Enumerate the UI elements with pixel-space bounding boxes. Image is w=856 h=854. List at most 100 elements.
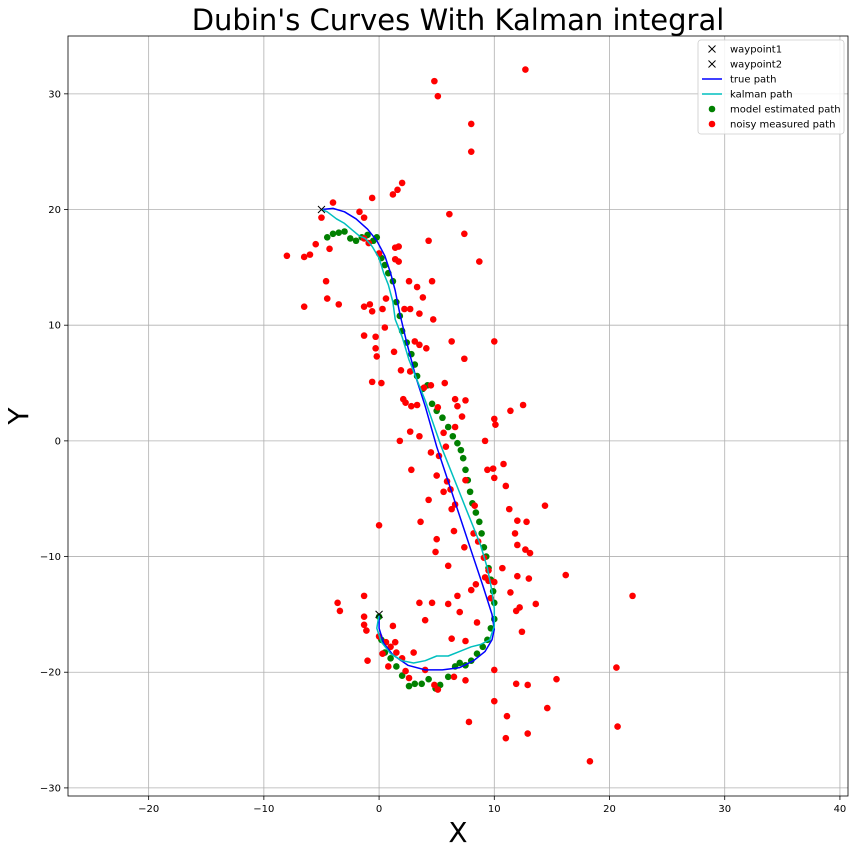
noisy-measured-path-point	[401, 305, 408, 313]
noisy-measured-path-point	[300, 303, 308, 310]
model-estimated-path-point	[473, 650, 481, 658]
noisy-measured-path-point	[522, 546, 529, 553]
model-estimated-path-point	[478, 530, 485, 537]
noisy-measured-path-point	[373, 353, 381, 360]
legend-label-kalman-path: kalman path	[730, 90, 793, 101]
noisy-measured-path-point	[300, 253, 308, 261]
legend-label-true-path: true path	[730, 75, 776, 86]
noisy-measured-path-point	[499, 564, 506, 572]
x-tick-label: −20	[138, 804, 159, 815]
x-marker-stroke	[708, 60, 716, 68]
noisy-measured-path-point	[387, 643, 394, 651]
y-tick-label: −30	[40, 783, 61, 794]
noisy-measured-path-point	[398, 179, 406, 187]
noisy-measured-path-point	[523, 518, 530, 526]
legend-label-waypoint2: waypoint2	[730, 60, 782, 71]
plot-frame	[67, 35, 849, 797]
noisy-measured-path-point	[502, 734, 510, 742]
noisy-measured-path-point	[629, 592, 636, 600]
noisy-measured-path-point	[484, 466, 491, 474]
y-tick-label: 0	[55, 436, 61, 447]
noisy-measured-path-point	[335, 301, 343, 308]
noisy-measured-path-point	[441, 379, 449, 387]
noisy-measured-path-point	[490, 578, 498, 586]
noisy-measured-path-point	[402, 399, 409, 406]
noisy-measured-path-point	[444, 562, 452, 570]
noisy-measured-path-point	[471, 502, 479, 509]
model-estimated-path-point	[472, 509, 480, 516]
noisy-measured-path-point	[432, 548, 439, 556]
noisy-measured-path-point	[372, 333, 379, 341]
noisy-measured-path-point	[420, 384, 428, 391]
waypoint2-marker	[375, 610, 383, 619]
noisy-measured-path-point	[451, 423, 459, 431]
noisy-measured-path-point	[318, 214, 325, 221]
noisy-measured-path-point	[434, 404, 442, 411]
model-estimated-path-point	[479, 643, 487, 651]
noisy-measured-path-point	[524, 681, 532, 689]
noisy-measured-path-point	[429, 316, 437, 323]
noisy-measured-path-point	[454, 402, 461, 410]
noisy-measured-path-point	[465, 718, 473, 726]
noisy-measured-path-point	[283, 252, 291, 260]
noisy-measured-path-point	[467, 586, 475, 594]
noisy-measured-path-point	[427, 382, 435, 389]
noisy-measured-path-point	[360, 592, 368, 600]
noisy-measured-path-point	[363, 627, 370, 634]
noisy-measured-path-point	[433, 535, 440, 543]
noisy-measured-path-point	[406, 368, 414, 375]
noisy-measured-path-point	[525, 575, 533, 582]
x-marker-stroke	[708, 45, 716, 53]
true-path-line	[321, 207, 496, 671]
model-estimated-path-point	[346, 235, 354, 242]
x-tick-label: 30	[718, 804, 731, 815]
noisy-measured-path-point	[553, 675, 560, 683]
legend-marker-waypoint1	[708, 45, 716, 53]
noisy-measured-path-point	[562, 571, 570, 579]
legend-label-waypoint1: waypoint1	[730, 45, 782, 56]
noisy-measured-path-point	[503, 712, 511, 720]
noisy-measured-path-point	[326, 245, 333, 253]
y-tick-label: −10	[40, 552, 61, 563]
noisy-measured-path-point	[421, 616, 429, 624]
noisy-measured-path-point	[543, 704, 551, 712]
model-estimated-path-point	[323, 233, 331, 241]
noisy-measured-path-point	[500, 460, 507, 468]
noisy-measured-path-point	[450, 673, 458, 681]
noisy-measured-path-point	[440, 488, 447, 496]
series-layer	[283, 66, 636, 765]
noisy-measured-path-point	[461, 230, 468, 238]
noisy-measured-path-point	[417, 518, 424, 526]
y-tick-label: 30	[48, 89, 61, 100]
noisy-measured-path-point	[462, 476, 469, 484]
noisy-measured-path-point	[378, 379, 385, 387]
noisy-measured-path-point	[379, 305, 386, 313]
noisy-measured-path-point	[406, 305, 414, 313]
model-estimated-path-point	[444, 673, 452, 681]
noisy-measured-path-point	[329, 199, 337, 206]
noisy-measured-path-points	[283, 66, 636, 765]
noisy-measured-path-point	[440, 429, 447, 437]
noisy-measured-path-point	[481, 574, 489, 581]
noisy-measured-path-point	[360, 214, 368, 221]
noisy-measured-path-point	[389, 622, 397, 630]
noisy-measured-path-point	[423, 345, 430, 352]
noisy-measured-path-point	[461, 543, 468, 551]
model-estimated-path-point	[381, 261, 389, 269]
x-tick-label: 40	[834, 804, 847, 815]
noisy-measured-path-point	[526, 549, 534, 557]
legend-label-noisy-measured-path: noisy measured path	[730, 120, 835, 131]
noisy-measured-path-point	[489, 465, 497, 472]
model-estimated-path-point	[466, 488, 474, 496]
noisy-measured-path-point	[428, 277, 436, 285]
y-tick-label: −20	[40, 668, 61, 679]
noisy-measured-path-point	[586, 757, 594, 765]
noisy-measured-path-point	[394, 186, 401, 194]
noisy-measured-path-point	[416, 432, 423, 440]
noisy-measured-path-point	[428, 599, 436, 607]
model-estimated-path-point	[393, 663, 400, 670]
noisy-measured-path-point	[416, 310, 423, 317]
noisy-measured-path-point	[395, 258, 402, 265]
x-tick-label: 0	[376, 804, 382, 815]
noisy-measured-path-point	[614, 723, 621, 730]
